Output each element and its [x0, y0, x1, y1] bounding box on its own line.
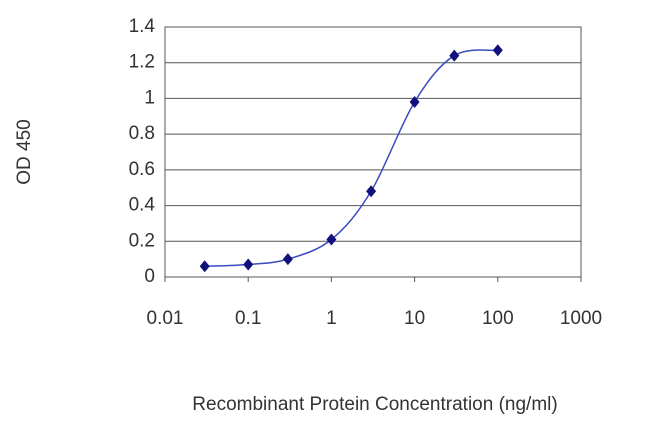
y-tick-label: 1.4	[129, 16, 156, 37]
data-point	[282, 253, 293, 266]
data-point	[492, 44, 503, 57]
data-point	[243, 258, 254, 271]
x-tick-label: 0.01	[147, 308, 184, 329]
x-tick-label: 1000	[560, 308, 602, 329]
data-point	[199, 260, 210, 273]
series-line	[204, 49, 498, 268]
y-tick-label: 0.4	[129, 195, 156, 216]
data-point	[409, 96, 420, 108]
data-point	[449, 49, 460, 62]
y-tick-label: 0	[144, 266, 155, 287]
x-tick-label: 10	[404, 308, 425, 329]
y-tick-label: 0.2	[129, 230, 155, 251]
x-axis-label: Recombinant Protein Concentration (ng/ml…	[192, 394, 557, 415]
x-tick-label: 1	[326, 308, 337, 329]
y-tick-label: 1.2	[129, 52, 155, 73]
y-tick-label: 0.8	[129, 123, 155, 144]
y-tick-label: 0.6	[129, 159, 155, 180]
data-point	[366, 185, 377, 198]
data-point	[326, 233, 337, 246]
y-axis-label: OD 450	[14, 119, 35, 184]
x-tick-label: 0.1	[235, 308, 261, 329]
y-tick-label: 1	[144, 87, 155, 108]
x-tick-label: 100	[482, 308, 514, 329]
plot-border	[164, 26, 582, 278]
